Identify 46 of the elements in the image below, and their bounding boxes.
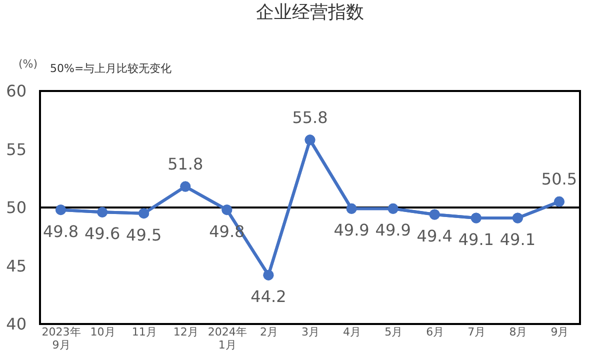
text: 50%=与上月比较无变化 [50,62,172,75]
y-tick-label: 45 [6,256,26,276]
point [429,209,440,220]
x-tick-label: 2023年 9月 [42,326,81,352]
x-tick-label: 8月 [509,326,528,338]
y-tick-label: 50 [6,198,26,217]
data-label: 49.4 [416,226,452,246]
point [304,134,316,146]
point [222,204,232,216]
point [138,208,150,219]
point [470,212,482,224]
point [180,181,191,192]
data-label: 49.1 [458,230,494,249]
x-tick-label: 7月 [468,326,486,338]
y-axis-title: (%) [18,58,38,70]
data-label: 49.5 [126,225,162,244]
data-label: 44.2 [250,287,286,306]
x-tick-label: 12月 [173,326,198,338]
x-tick-label: 6月 [426,326,444,338]
data-label: 49.6 [84,224,120,244]
data-label: 49.8 [42,222,79,241]
x-tick-label: 11月 [132,326,157,338]
x-tick-label: 9月 [550,326,569,338]
point [56,204,66,216]
data-label: 51.8 [168,154,204,174]
x-tick-label: 3月 [302,326,320,338]
point [554,196,564,207]
x-tick-label: 10月 [90,326,116,338]
point [346,203,357,214]
x-tick-label: 2024年 1月 [208,326,247,352]
point [512,212,523,224]
x-tick-label: 2月 [260,326,278,338]
point [388,203,398,214]
x-tick-label: 4月 [343,326,362,338]
point [263,270,274,280]
data-label: 49.9 [334,220,370,240]
y-tick-label: 55 [6,140,26,159]
x-tick-label: 5月 [384,326,403,338]
point [97,206,108,218]
data-label: 55.8 [292,108,328,127]
chart-title: 企业经营指数 [256,2,364,23]
data-label: 49.9 [375,220,411,240]
y-tick-label: 40 [6,314,26,334]
y-tick-label: 60 [6,82,26,100]
data-label: 50.5 [541,170,578,189]
data-label: 49.1 [500,230,536,249]
